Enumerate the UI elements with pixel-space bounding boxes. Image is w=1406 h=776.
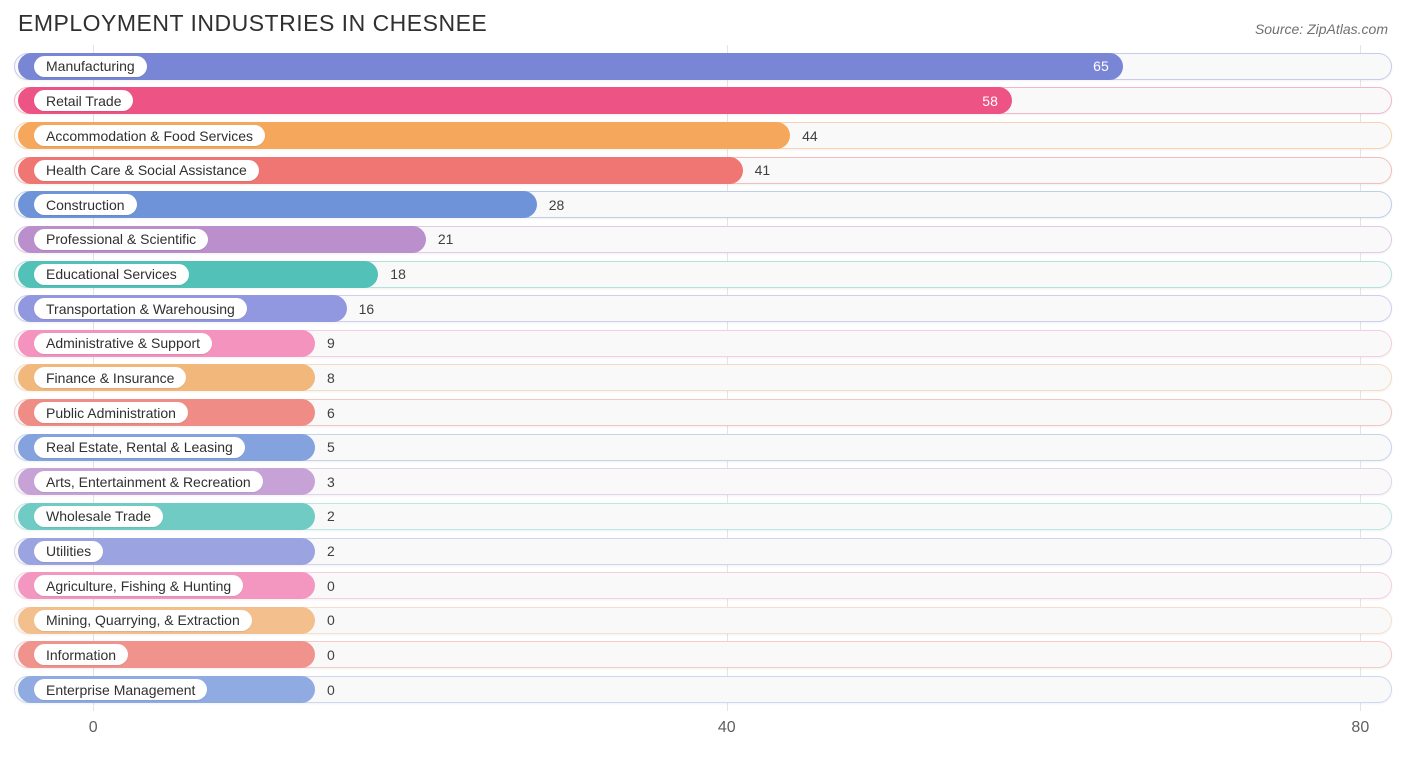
x-tick-label: 0 xyxy=(89,719,98,737)
source-name: ZipAtlas.com xyxy=(1307,21,1388,37)
bar-row: Enterprise Management 0 xyxy=(10,676,1396,703)
bar-row: Construction 28 xyxy=(10,191,1396,218)
bar-fill xyxy=(18,53,1123,80)
bar-value-label: 5 xyxy=(319,434,335,461)
bar-value-label: 28 xyxy=(541,191,565,218)
bar-category-label: Educational Services xyxy=(34,264,189,285)
bar-row: Arts, Entertainment & Recreation 3 xyxy=(10,468,1396,495)
bar-value-label: 58 xyxy=(974,87,998,114)
source-prefix: Source: xyxy=(1255,21,1307,37)
bar-value-label: 2 xyxy=(319,503,335,530)
bar-value-label: 0 xyxy=(319,572,335,599)
bar-category-label: Mining, Quarrying, & Extraction xyxy=(34,610,252,631)
bar-category-label: Transportation & Warehousing xyxy=(34,298,247,319)
bar-row: Accommodation & Food Services 44 xyxy=(10,122,1396,149)
bar-category-label: Enterprise Management xyxy=(34,679,207,700)
bar-value-label: 44 xyxy=(794,122,818,149)
bar-category-label: Utilities xyxy=(34,541,103,562)
bar-row: Real Estate, Rental & Leasing 5 xyxy=(10,434,1396,461)
bar-value-label: 21 xyxy=(430,226,454,253)
bar-category-label: Professional & Scientific xyxy=(34,229,208,250)
bar-category-label: Accommodation & Food Services xyxy=(34,125,265,146)
x-tick-label: 40 xyxy=(718,719,736,737)
bar-row: Agriculture, Fishing & Hunting 0 xyxy=(10,572,1396,599)
bar-category-label: Finance & Insurance xyxy=(34,367,186,388)
bar-category-label: Retail Trade xyxy=(34,90,133,111)
bar-fill xyxy=(18,87,1012,114)
bar-row: Educational Services 18 xyxy=(10,261,1396,288)
bar-row: Wholesale Trade 2 xyxy=(10,503,1396,530)
bar-row: Public Administration 6 xyxy=(10,399,1396,426)
bar-value-label: 8 xyxy=(319,364,335,391)
chart-title: EMPLOYMENT INDUSTRIES IN CHESNEE xyxy=(18,10,487,37)
plot-area: Manufacturing65Retail Trade58Accommodati… xyxy=(10,45,1396,745)
bar-value-label: 41 xyxy=(747,157,771,184)
chart-header: EMPLOYMENT INDUSTRIES IN CHESNEE Source:… xyxy=(10,10,1396,45)
bar-row: Finance & Insurance 8 xyxy=(10,364,1396,391)
bar-category-label: Real Estate, Rental & Leasing xyxy=(34,437,245,458)
bar-row: Administrative & Support 9 xyxy=(10,330,1396,357)
bar-category-label: Wholesale Trade xyxy=(34,506,163,527)
x-axis: 0 40 80 xyxy=(10,715,1396,745)
bar-row: Utilities 2 xyxy=(10,538,1396,565)
bar-row: Mining, Quarrying, & Extraction 0 xyxy=(10,607,1396,634)
bar-value-label: 18 xyxy=(382,261,406,288)
bar-category-label: Health Care & Social Assistance xyxy=(34,160,259,181)
bar-category-label: Information xyxy=(34,644,128,665)
bar-category-label: Construction xyxy=(34,194,137,215)
bar-value-label: 0 xyxy=(319,641,335,668)
bar-category-label: Agriculture, Fishing & Hunting xyxy=(34,575,243,596)
bar-value-label: 2 xyxy=(319,538,335,565)
bar-row: Transportation & Warehousing 16 xyxy=(10,295,1396,322)
bar-value-label: 6 xyxy=(319,399,335,426)
bar-value-label: 9 xyxy=(319,330,335,357)
chart-container: EMPLOYMENT INDUSTRIES IN CHESNEE Source:… xyxy=(0,0,1406,776)
chart-source: Source: ZipAtlas.com xyxy=(1255,21,1388,37)
bar-category-label: Arts, Entertainment & Recreation xyxy=(34,471,263,492)
bar-row: Retail Trade 58 xyxy=(10,87,1396,114)
x-tick-label: 80 xyxy=(1351,719,1369,737)
bar-value-label: 0 xyxy=(319,607,335,634)
bar-category-label: Administrative & Support xyxy=(34,333,212,354)
bar-category-label: Public Administration xyxy=(34,402,188,423)
bars-region: Manufacturing65Retail Trade58Accommodati… xyxy=(10,45,1396,711)
bar-value-label: 65 xyxy=(1085,53,1109,80)
bar-category-label: Manufacturing xyxy=(34,56,147,77)
bar-row: Manufacturing 65 xyxy=(10,53,1396,80)
bar-row: Health Care & Social Assistance 41 xyxy=(10,157,1396,184)
bar-value-label: 0 xyxy=(319,676,335,703)
bar-row: Professional & Scientific 21 xyxy=(10,226,1396,253)
bar-value-label: 16 xyxy=(351,295,375,322)
bar-row: Information 0 xyxy=(10,641,1396,668)
bar-value-label: 3 xyxy=(319,468,335,495)
